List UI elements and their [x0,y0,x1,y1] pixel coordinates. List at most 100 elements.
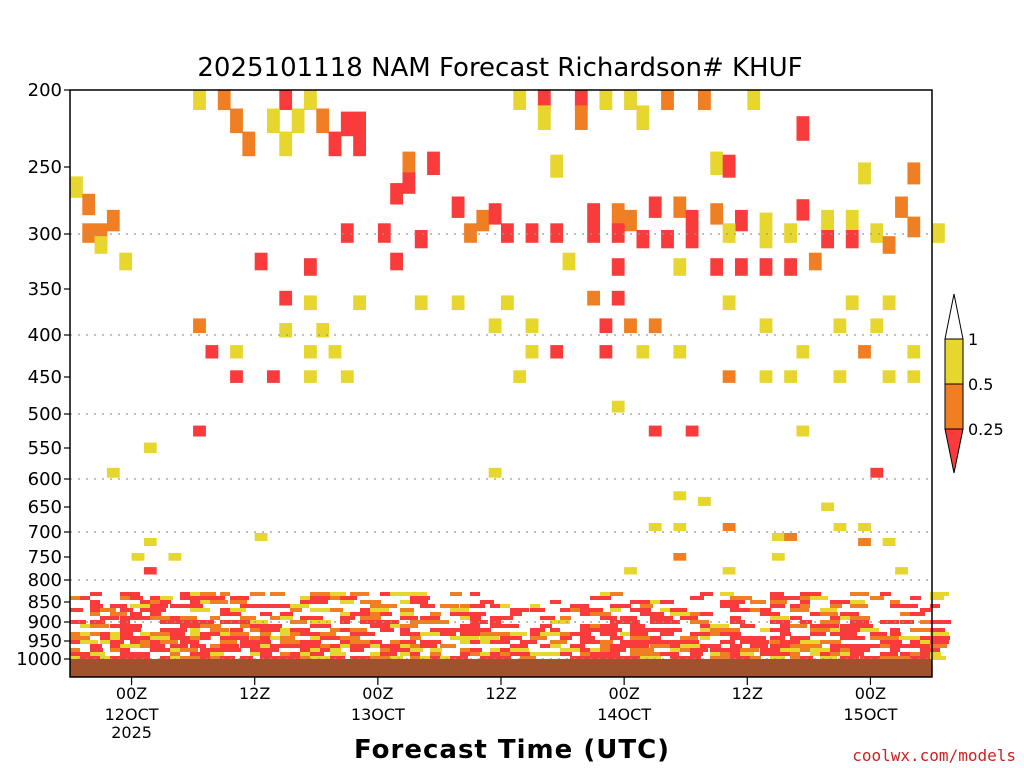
pbl-cell [400,600,417,604]
pbl-cell [340,620,350,624]
pbl-cell [520,640,537,644]
heatmap-cell [784,223,797,243]
pbl-cell [380,644,393,648]
pbl-cell [690,612,701,616]
pbl-cell [180,592,195,596]
pbl-cell [210,644,224,648]
pbl-cell [740,596,752,600]
heatmap-cell [648,318,662,334]
pbl-cell [380,652,397,656]
heatmap-cell [106,467,120,478]
pbl-cell [150,636,163,640]
pbl-cell [630,636,647,640]
pbl-cell [430,612,441,616]
credit-link[interactable]: coolwx.com/models [852,746,1016,765]
pbl-cell [880,640,895,644]
pbl-cell [170,628,187,632]
pbl-cell [660,600,674,604]
heatmap-cell [537,105,551,130]
pbl-cell [420,604,435,608]
pbl-cell [470,604,485,608]
pbl-cell [500,604,510,608]
heatmap-cell [833,370,847,383]
heatmap-cell [624,567,637,575]
pbl-cell [840,624,857,628]
pbl-cell [70,596,80,600]
pbl-cell [600,592,618,596]
pbl-cell [330,644,342,648]
pbl-cell [710,656,729,660]
pbl-cell [590,612,611,616]
pbl-cell [110,648,124,652]
pbl-cell [930,620,951,624]
heatmap-cell [882,538,896,546]
pbl-cell [290,656,301,660]
pbl-cell [630,600,650,604]
pbl-cell [330,628,342,632]
heatmap-cell [94,236,108,254]
pbl-cell [450,612,469,616]
pbl-cell [610,648,626,652]
pbl-cell [400,632,421,636]
pbl-cell [290,620,307,624]
pbl-cell [150,604,168,608]
heatmap-cell [574,90,588,110]
heatmap-cell [304,370,317,383]
pbl-cell [330,592,346,596]
pbl-cell [770,592,784,596]
y-axis-ticks: 200 250 300 350 400 450 500 550 600 650 700 7508008… [16,80,70,670]
heatmap-cell [451,196,465,218]
heatmap-cell [661,90,674,110]
pbl-cell [80,624,96,628]
pbl-cell [110,636,121,640]
pbl-cell [700,632,717,636]
pbl-cell [330,596,343,600]
pbl-cell [200,600,214,604]
pbl-cell [660,644,671,648]
pbl-cell [170,652,180,656]
pbl-cell [660,652,679,656]
pbl-cell [490,632,511,636]
pbl-cell [690,596,704,600]
pbl-cell [740,640,757,644]
y-tick-label: 650 [28,497,62,518]
boundary-layer-cells [70,592,951,660]
pbl-cell [150,596,164,600]
pbl-cell [450,656,468,660]
pbl-cell [240,624,251,628]
pbl-cell [780,644,793,648]
pbl-cell [930,632,949,636]
heatmap-cell [858,538,871,546]
pbl-cell [190,608,210,612]
pbl-cell [520,652,535,656]
heatmap-cell [304,295,317,311]
pbl-cell [580,640,590,644]
pbl-cell [470,648,482,652]
heatmap-cell [907,162,921,185]
pbl-cell [250,592,265,596]
pbl-cell [190,600,206,604]
pbl-cell [840,600,851,604]
pbl-cell [740,652,754,656]
pbl-cell [170,632,185,636]
pbl-cell [390,644,409,648]
pbl-cell [430,648,442,652]
pbl-cell [470,612,486,616]
pbl-cell [610,628,622,632]
pbl-cell [200,592,216,596]
pbl-cell [400,612,414,616]
pbl-cell [110,604,127,608]
pbl-cell [140,608,155,612]
pbl-cell [750,600,766,604]
pbl-cell [510,608,529,612]
pbl-cell [790,636,805,640]
x-tick-label: 12Z [239,684,270,703]
pbl-cell [180,604,193,608]
heatmap-cell [242,131,256,157]
heatmap-cell [353,295,366,311]
heatmap-cell [143,567,157,575]
pbl-cell [710,628,724,632]
pbl-cell [510,632,527,636]
pbl-cell [280,652,290,656]
pbl-cell [230,600,247,604]
